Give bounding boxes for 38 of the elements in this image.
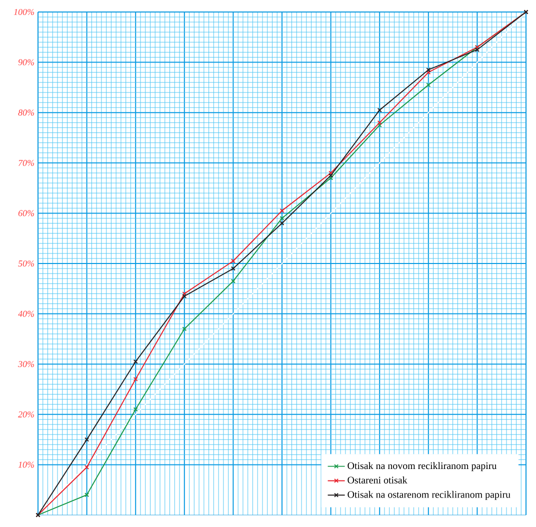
point bbox=[426, 82, 431, 88]
point bbox=[133, 407, 138, 412]
y-tick-label: 80% bbox=[18, 110, 34, 116]
point bbox=[377, 120, 382, 125]
y-tick-label: 90% bbox=[18, 59, 34, 66]
point bbox=[230, 258, 236, 264]
point bbox=[328, 176, 334, 180]
legend-label: Otisak na ostarenom recikliranom papiru bbox=[348, 490, 510, 500]
point bbox=[182, 294, 187, 298]
legend-label: Otisak na novom recikliranom papiru bbox=[348, 462, 497, 472]
point bbox=[84, 492, 90, 498]
legend-label: Ostareni otisak bbox=[348, 476, 408, 484]
point bbox=[328, 173, 334, 178]
y-tick-label: 100% bbox=[14, 8, 34, 16]
point bbox=[133, 376, 138, 382]
point bbox=[182, 326, 187, 332]
y-tick-label: 30% bbox=[18, 361, 34, 368]
point bbox=[84, 464, 90, 470]
point bbox=[280, 208, 284, 213]
point bbox=[377, 122, 382, 128]
y-tick-label: 10% bbox=[18, 462, 34, 468]
y-tick-label: 60% bbox=[18, 210, 34, 216]
point bbox=[426, 68, 431, 72]
y-tick-label: 40% bbox=[18, 310, 34, 317]
point bbox=[280, 220, 284, 226]
y-tick-label: 20% bbox=[18, 411, 34, 418]
y-tick-label: 70% bbox=[18, 160, 34, 166]
point bbox=[280, 216, 284, 220]
y-tick-label: 50% bbox=[18, 260, 34, 267]
point bbox=[182, 291, 187, 296]
point bbox=[328, 170, 334, 176]
point bbox=[133, 359, 138, 364]
point bbox=[230, 278, 236, 284]
point bbox=[230, 266, 236, 271]
point bbox=[474, 47, 480, 52]
point bbox=[84, 437, 90, 442]
point bbox=[377, 108, 382, 112]
point bbox=[426, 70, 431, 75]
